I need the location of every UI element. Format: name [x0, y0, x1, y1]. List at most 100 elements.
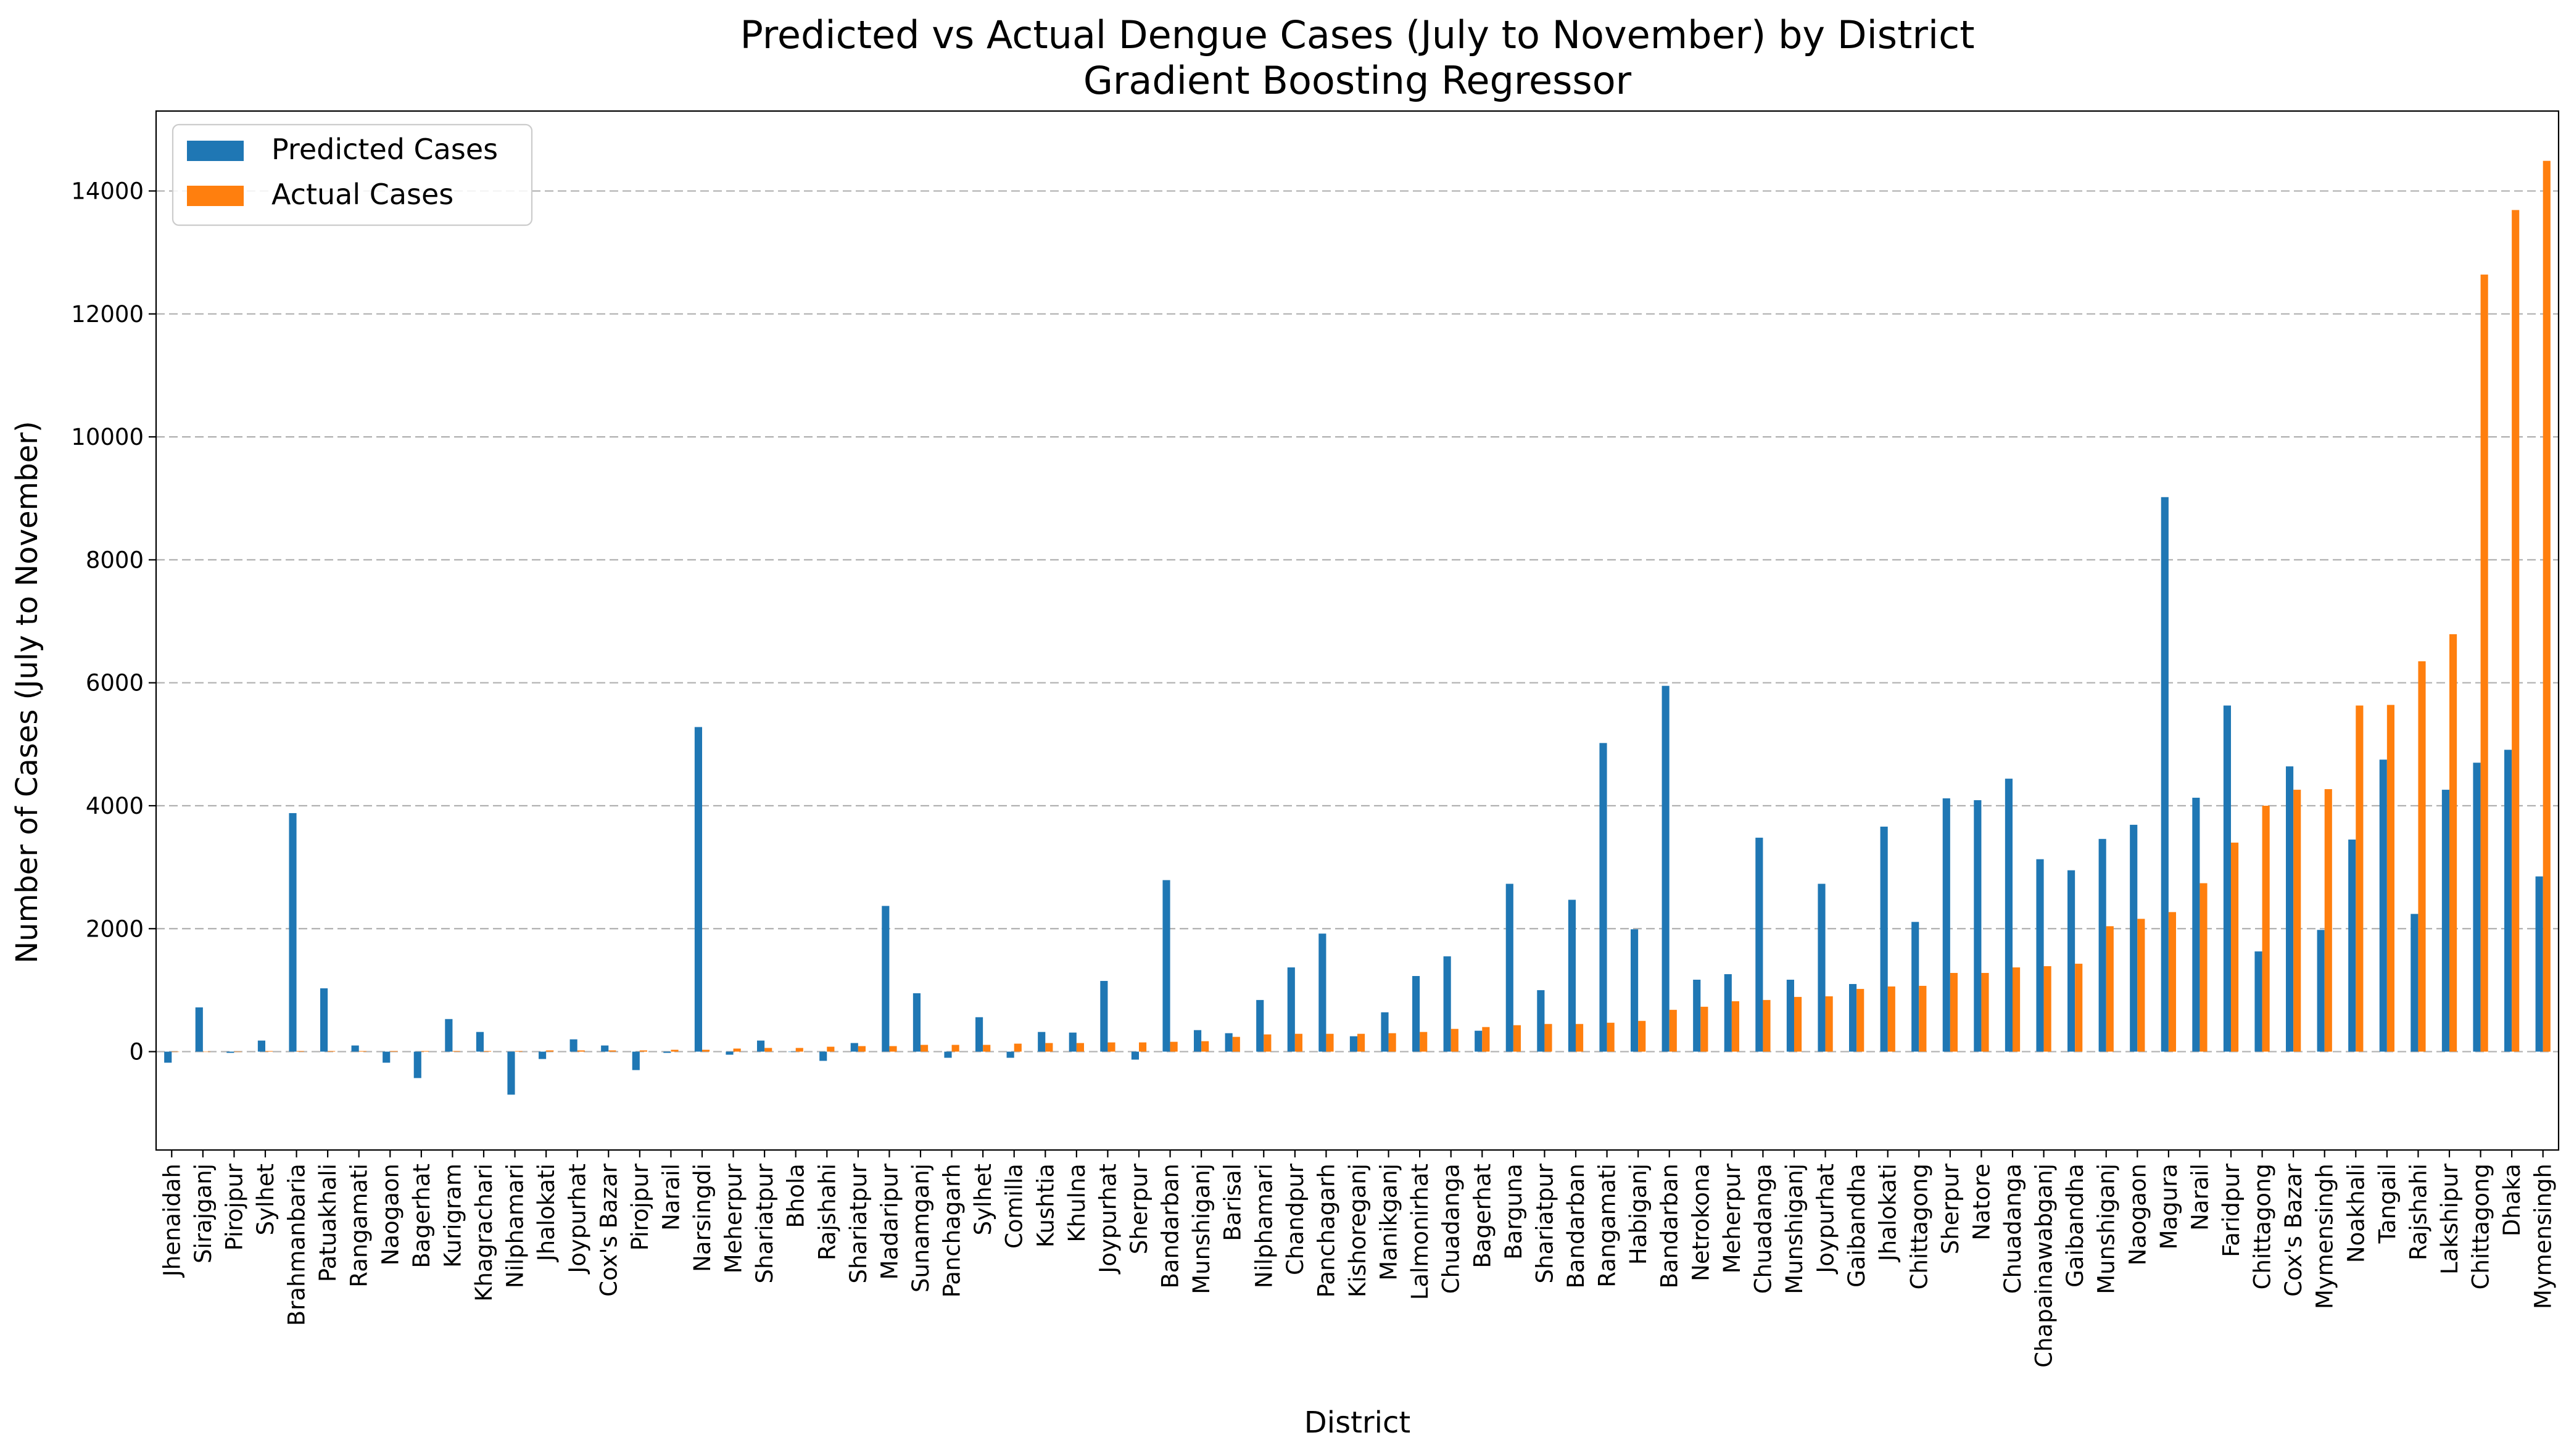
actual-bar	[1576, 1024, 1584, 1052]
predicted-bar	[1599, 743, 1607, 1052]
actual-bar	[2324, 789, 2332, 1052]
predicted-bar	[788, 1051, 796, 1053]
actual-bar	[1107, 1042, 1115, 1052]
x-tick-label: Joypurhat	[1095, 1164, 1121, 1275]
predicted-bar	[1693, 979, 1701, 1052]
actual-bar	[1981, 973, 1989, 1052]
x-tick-label: Narail	[658, 1164, 684, 1231]
x-tick-label: Chapainawabganj	[2031, 1164, 2058, 1368]
x-tick-label: Bagerhat	[1469, 1164, 1496, 1268]
actual-bar	[1950, 973, 1958, 1052]
predicted-bar	[1100, 980, 1108, 1052]
predicted-bar	[1475, 1030, 1483, 1052]
x-tick-label: Rajshahi	[814, 1164, 840, 1260]
predicted-bar	[1537, 990, 1545, 1052]
actual-bar	[1763, 999, 1771, 1052]
predicted-bar	[1349, 1036, 1357, 1052]
predicted-bar	[507, 1051, 515, 1095]
predicted-bar	[320, 988, 328, 1052]
predicted-bar	[1443, 956, 1451, 1052]
x-tick-label: Narsingdi	[689, 1164, 716, 1272]
x-tick-label: Munshiganj	[2093, 1164, 2120, 1294]
y-tick-label: 14000	[71, 178, 144, 205]
x-tick-label: Chandpur	[1282, 1163, 1309, 1275]
actual-bar	[2168, 912, 2176, 1052]
predicted-bar	[694, 727, 702, 1052]
predicted-bar	[1662, 685, 1670, 1052]
x-tick-label: Magura	[2156, 1164, 2182, 1249]
actual-bar	[2231, 842, 2239, 1052]
x-tick-label: Khagrachari	[471, 1164, 497, 1302]
predicted-bar	[1038, 1032, 1046, 1052]
actual-bar	[1045, 1043, 1053, 1052]
x-tick-label: Sylhet	[970, 1164, 996, 1235]
predicted-bar	[2379, 759, 2387, 1052]
x-tick-label: Tangail	[2374, 1164, 2401, 1244]
actual-bar	[702, 1049, 710, 1052]
predicted-bar	[1131, 1051, 1139, 1060]
predicted-bar	[2067, 870, 2075, 1052]
x-tick-label: Habiganj	[1625, 1164, 1652, 1265]
predicted-bar	[1505, 883, 1513, 1052]
actual-bar	[515, 1051, 523, 1052]
actual-bar	[1201, 1041, 1209, 1052]
actual-bar	[1482, 1027, 1490, 1052]
predicted-bar	[1942, 798, 1950, 1052]
x-tick-label: Natore	[1968, 1164, 1995, 1241]
actual-bar	[2043, 966, 2051, 1052]
actual-bar	[671, 1049, 679, 1052]
predicted-bar	[2192, 798, 2200, 1052]
predicted-bar	[1818, 883, 1826, 1052]
actual-bar	[2543, 160, 2551, 1052]
predicted-bar	[1412, 976, 1420, 1052]
predicted-bar	[1974, 800, 1982, 1052]
predicted-bar	[2161, 497, 2169, 1052]
actual-bar	[577, 1050, 585, 1052]
x-tick-label: Meherpur	[721, 1163, 747, 1273]
predicted-bar	[2441, 790, 2449, 1052]
predicted-bar	[2130, 824, 2138, 1052]
actual-bar	[1856, 988, 1864, 1052]
predicted-bar	[1568, 900, 1576, 1052]
bar-series	[164, 160, 2551, 1095]
predicted-bar	[2504, 750, 2512, 1052]
y-tick-label: 0	[129, 1039, 144, 1065]
x-tick-label: Gaibandha	[2062, 1164, 2088, 1288]
x-tick-label: Munshiganj	[1188, 1164, 1215, 1294]
predicted-bar	[476, 1032, 484, 1052]
x-tick-label: Narail	[2187, 1164, 2213, 1231]
actual-bar	[358, 1051, 366, 1052]
actual-bar	[1638, 1020, 1646, 1052]
x-tick-label: Mymensingh	[2312, 1164, 2338, 1309]
y-tick-label: 10000	[71, 424, 144, 450]
predicted-bar	[413, 1051, 421, 1078]
predicted-bar	[632, 1051, 640, 1070]
actual-bar	[889, 1046, 897, 1052]
x-tick-label: Jhalokati	[1875, 1164, 1902, 1262]
x-tick-label: Sherpur	[1126, 1163, 1153, 1254]
actual-bar	[608, 1050, 616, 1052]
x-tick-label: Cox's Bazar	[595, 1163, 622, 1297]
x-tick-label: Munshiganj	[1781, 1164, 1808, 1294]
predicted-bar	[1256, 999, 1264, 1052]
actual-bar	[1887, 986, 1895, 1052]
predicted-bar	[1786, 979, 1794, 1052]
predicted-bar	[2286, 766, 2294, 1052]
predicted-bar	[539, 1051, 547, 1059]
predicted-bar	[1381, 1012, 1389, 1052]
actual-bar	[1357, 1033, 1365, 1052]
x-tick-label: Noakhali	[2343, 1164, 2369, 1263]
predicted-bar	[2411, 914, 2419, 1052]
x-tick-label: Faridpur	[2218, 1163, 2245, 1257]
y-axis-label: Number of Cases (July to November)	[10, 421, 44, 964]
actual-bar	[2418, 661, 2426, 1052]
x-tick-label: Rangamati	[346, 1164, 373, 1288]
actual-bar	[951, 1044, 959, 1052]
actual-bar	[2137, 919, 2145, 1052]
actual-bar	[1825, 996, 1833, 1052]
y-tick-label: 4000	[86, 793, 144, 819]
x-tick-label: Patuakhali	[315, 1164, 341, 1282]
x-tick-label: Madaripur	[876, 1163, 903, 1280]
predicted-bar	[351, 1045, 359, 1052]
